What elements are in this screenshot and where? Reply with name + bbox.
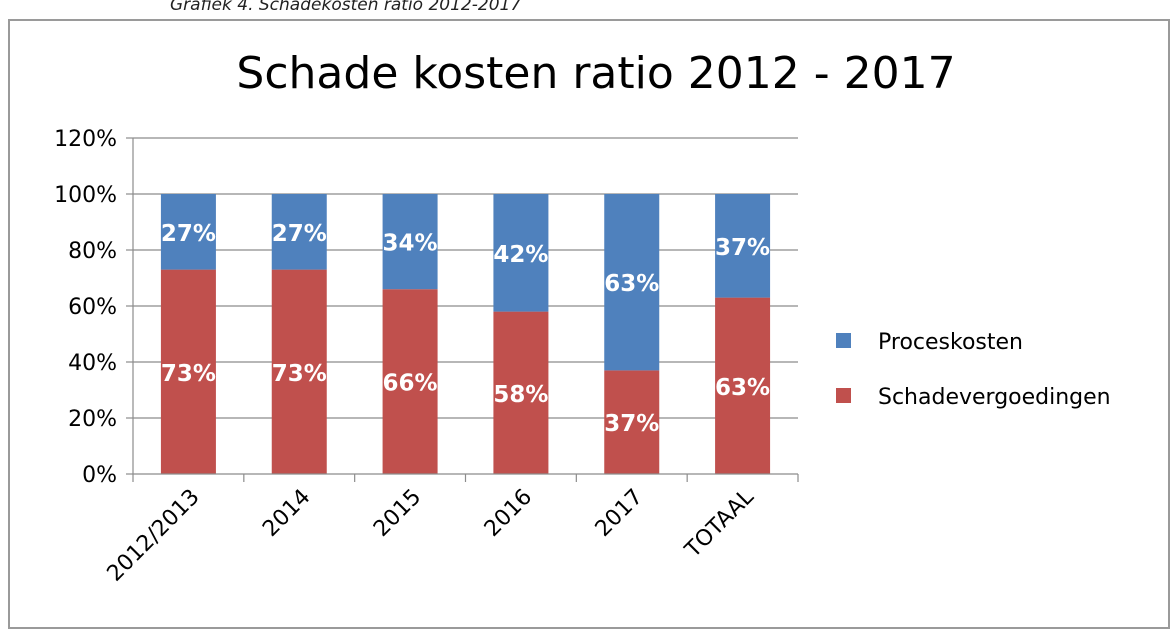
data-label-proceskosten: 37% [715, 235, 770, 261]
data-label-proceskosten: 42% [493, 242, 548, 268]
data-label-schadevergoedingen: 37% [604, 411, 659, 437]
data-label-schadevergoedingen: 73% [161, 361, 216, 387]
data-label-proceskosten: 34% [383, 231, 438, 257]
y-tick-label: 80% [68, 239, 117, 264]
bar-schadevergoedingen [604, 370, 660, 474]
bar-proceskosten [493, 194, 549, 312]
data-label-proceskosten: 27% [272, 221, 327, 247]
legend-label: Proceskosten [878, 330, 1023, 355]
bar-proceskosten [160, 194, 216, 270]
bar-proceskosten [382, 194, 438, 290]
x-tick-label: 2012/2013 [103, 485, 205, 587]
data-label-schadevergoedingen: 73% [272, 361, 327, 387]
bar-proceskosten [604, 194, 660, 371]
data-label-schadevergoedingen: 63% [715, 375, 770, 401]
bar-proceskosten [271, 194, 327, 270]
data-label-proceskosten: 27% [161, 221, 216, 247]
chart-title: Schade kosten ratio 2012 - 2017 [236, 48, 955, 99]
legend-swatch [836, 388, 851, 403]
bar-schadevergoedingen [271, 269, 327, 474]
x-tick-label: 2015 [369, 485, 426, 542]
y-tick-label: 40% [68, 351, 117, 376]
legend-label: Schadevergoedingen [878, 385, 1111, 410]
y-tick-label: 120% [54, 127, 117, 152]
x-tick-label: TOTAAL [680, 484, 759, 563]
bar-schadevergoedingen [715, 297, 771, 474]
y-tick-label: 20% [68, 407, 117, 432]
bar-schadevergoedingen [493, 311, 549, 474]
legend-swatch [836, 333, 851, 348]
x-tick-label: 2016 [480, 485, 537, 542]
y-tick-label: 60% [68, 295, 117, 320]
bar-proceskosten [715, 194, 771, 298]
figure-caption: Grafiek 4. Schadekosten ratio 2012-2017 [170, 0, 522, 15]
data-label-schadevergoedingen: 66% [383, 371, 438, 397]
y-tick-label: 0% [82, 463, 117, 488]
data-label-schadevergoedingen: 58% [493, 382, 548, 408]
bar-schadevergoedingen [160, 269, 216, 474]
data-label-proceskosten: 63% [604, 271, 659, 297]
x-tick-label: 2014 [258, 485, 315, 542]
x-tick-label: 2017 [591, 485, 648, 542]
y-tick-label: 100% [54, 183, 117, 208]
bar-schadevergoedingen [382, 289, 438, 474]
